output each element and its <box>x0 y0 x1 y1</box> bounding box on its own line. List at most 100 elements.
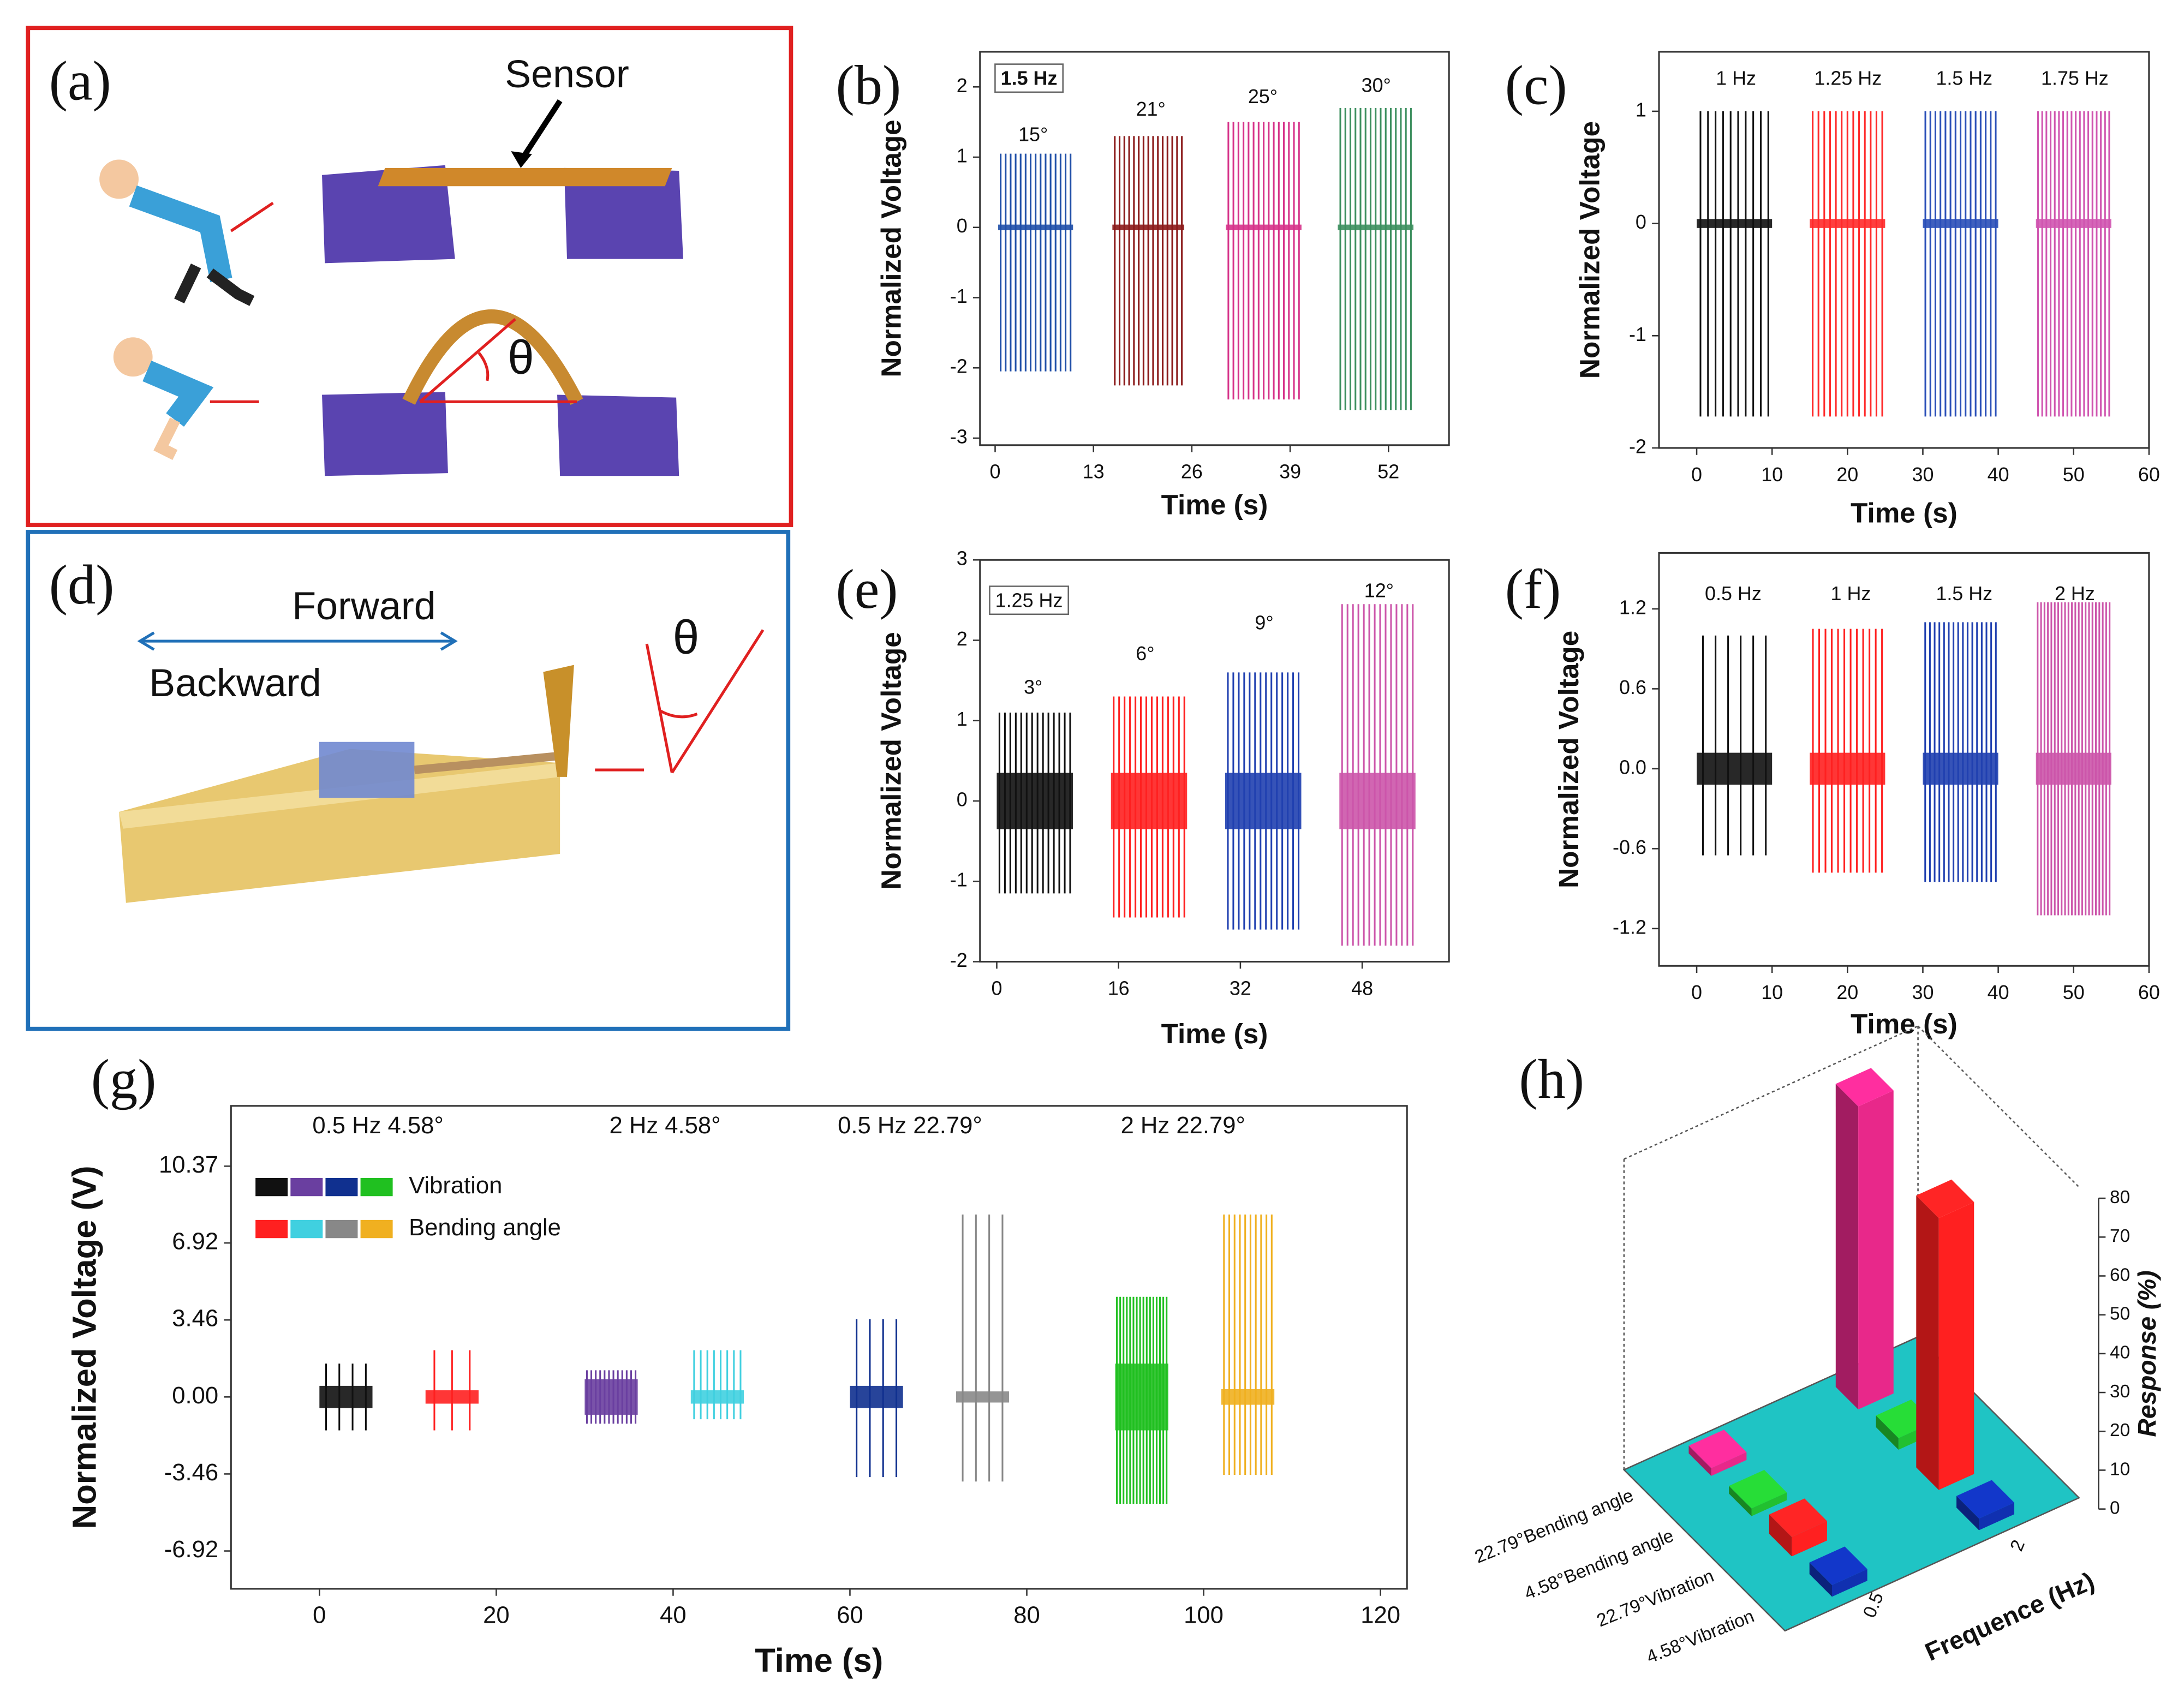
arrow-head <box>440 631 458 651</box>
legend-swatch <box>289 1218 324 1240</box>
y-tick-label: 10.37 <box>159 1152 218 1178</box>
legend-label: Vibration <box>409 1173 502 1199</box>
boxed-annotation: 1.25 Hz <box>995 589 1063 612</box>
category-label: 4.58°Vibration <box>1644 1606 1757 1668</box>
y-tick-label: 0.00 <box>172 1383 218 1409</box>
person-legs <box>153 417 180 460</box>
y-tick-label: 3.46 <box>172 1306 218 1332</box>
slider <box>319 742 415 798</box>
arrow-head <box>511 151 532 168</box>
person-head <box>99 159 139 199</box>
noise-band <box>1111 773 1188 829</box>
wall-edge <box>1917 1025 2080 1188</box>
noise-band <box>584 1379 638 1415</box>
angle-arc <box>478 351 490 381</box>
panel-label: (c) <box>1505 55 1567 116</box>
x-tick-label: 40 <box>660 1603 687 1629</box>
z-tick-label: 10 <box>2110 1459 2130 1479</box>
angle-line <box>671 629 765 774</box>
x-tick-label: 60 <box>837 1603 863 1629</box>
legend-swatch <box>254 1218 289 1240</box>
annotation: 1.5 Hz <box>1936 582 1992 605</box>
y-axis-label: Normalized Voltage <box>1574 121 1605 379</box>
x-tick-label: 40 <box>1988 463 2009 486</box>
panel-frame <box>26 530 791 1031</box>
x-tick-label: 20 <box>1836 463 1858 486</box>
bar-front <box>1751 1492 1787 1516</box>
panel-label: (g) <box>91 1049 157 1110</box>
annotation: 1 Hz <box>1716 67 1756 89</box>
x-tick-label: 10 <box>1761 463 1783 486</box>
block <box>564 168 683 259</box>
legend-swatch <box>289 1176 324 1198</box>
y-tick-label: 0.0 <box>1619 756 1646 778</box>
annotation: 15° <box>1018 123 1048 145</box>
bar-front <box>1831 1569 1867 1597</box>
annotation: 2 Hz 22.79° <box>1121 1113 1245 1139</box>
legend-swatch <box>359 1218 395 1240</box>
panel-a: (a) Sensor θ <box>26 26 793 527</box>
noise-band <box>956 1391 1010 1403</box>
x-tick-label: 26 <box>1181 461 1203 483</box>
bar-top <box>1769 1498 1827 1537</box>
annotation: 30° <box>1362 74 1391 97</box>
y-tick-label: -1 <box>950 285 968 307</box>
person-body <box>129 185 232 283</box>
bar-top <box>1835 1068 1894 1107</box>
angle-line <box>645 643 673 773</box>
y-tick-label: 0.6 <box>1619 676 1646 698</box>
z-tick-label: 30 <box>2110 1382 2130 1402</box>
legend-label: Bending angle <box>409 1215 561 1241</box>
annotation-box <box>989 585 1069 615</box>
annotation: 6° <box>1136 642 1154 665</box>
noise-band <box>690 1390 744 1404</box>
y-tick-label: -3 <box>950 425 968 447</box>
bar-side <box>1809 1562 1832 1597</box>
annotation: 0.5 Hz 22.79° <box>838 1113 982 1139</box>
bar-side <box>1956 1496 1979 1530</box>
bar-side <box>1769 1514 1792 1557</box>
annotation: 12° <box>1364 579 1394 602</box>
noise-band <box>850 1385 903 1408</box>
y-tick-label: 1 <box>957 708 968 730</box>
bar-top <box>1956 1480 2015 1519</box>
x-tick-label: 30 <box>1912 463 1934 486</box>
noise-band <box>1697 752 1773 785</box>
forward-label: Forward <box>292 584 435 628</box>
x-tick-label: 50 <box>2063 463 2085 486</box>
red-arrow <box>230 201 274 232</box>
panel-label: (a) <box>49 51 111 112</box>
annotation: 1.75 Hz <box>2041 67 2109 89</box>
bar-front <box>1938 1202 1974 1490</box>
wall-edge <box>1624 1025 1919 1160</box>
x-tick-label: 30 <box>1912 981 1934 1003</box>
plot-frame <box>979 51 1450 446</box>
z-tick-label: 20 <box>2110 1420 2130 1440</box>
bar-side <box>1876 1415 1899 1450</box>
x-tick-label: 0 <box>1691 463 1702 486</box>
y-axis-label: Normalized Voltage (V) <box>65 1165 103 1529</box>
bar-top <box>1809 1546 1867 1585</box>
y-tick-label: 1 <box>957 145 968 167</box>
annotation: 25° <box>1248 85 1278 107</box>
x-axis-label: Time (s) <box>1161 1018 1268 1049</box>
annotation: 1.5 Hz <box>1936 67 1992 89</box>
bent-sensor <box>402 309 583 405</box>
legend-swatch <box>359 1176 395 1198</box>
x-tick-label: 39 <box>1279 461 1301 483</box>
x-axis-label: Time (s) <box>1851 498 1958 529</box>
annotation: 0.5 Hz 4.58° <box>312 1113 443 1139</box>
x-tick-label: 20 <box>1836 981 1858 1003</box>
x-axis-label: Frequence (Hz) <box>1920 1567 2098 1666</box>
y-axis-label: Normalized Voltage <box>875 119 906 377</box>
block <box>322 165 455 264</box>
person-head <box>113 337 153 377</box>
sensor-strip <box>378 168 672 187</box>
y-tick-label: 1 <box>1636 98 1646 121</box>
z-tick-label: 60 <box>2110 1265 2130 1285</box>
annotation: 1.25 Hz <box>1814 67 1882 89</box>
block <box>557 394 679 476</box>
panel-label: (b) <box>836 55 902 116</box>
noise-band <box>1225 773 1302 829</box>
